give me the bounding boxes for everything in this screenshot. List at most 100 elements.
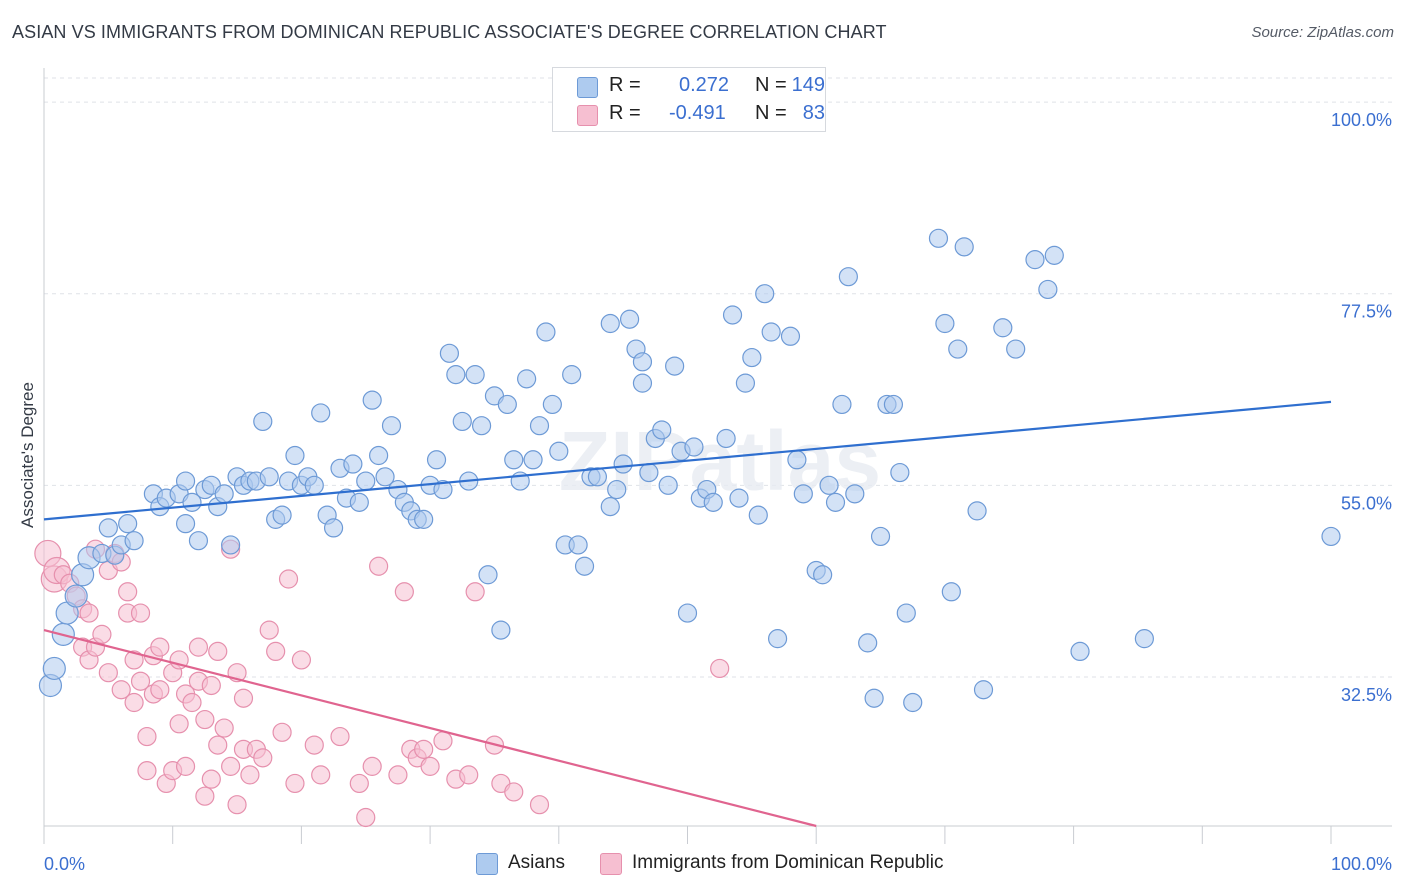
dominican-point <box>233 688 254 708</box>
dominican-point <box>529 795 550 815</box>
asian-point <box>722 305 743 325</box>
dominican-point <box>504 782 524 802</box>
asian-point <box>124 531 144 551</box>
dominican-legend-swatch <box>600 853 622 875</box>
dominican-point <box>150 637 170 657</box>
asian-point <box>574 556 595 576</box>
asian-point <box>98 518 118 538</box>
asian-point <box>497 394 517 415</box>
asian-point <box>819 475 839 495</box>
dominican-point <box>111 680 131 700</box>
asians-legend-swatch <box>476 853 498 875</box>
asian-point <box>935 313 955 334</box>
dominican-point <box>130 671 151 691</box>
dominican-point <box>710 658 730 679</box>
asian-point <box>1038 279 1058 300</box>
asian-point <box>735 373 756 393</box>
asian-point <box>536 322 556 342</box>
asian-point <box>1025 250 1045 270</box>
asian-point <box>703 492 723 512</box>
asians-r-value: 0.272 <box>679 74 730 96</box>
dominican-point <box>188 637 209 657</box>
asian-point <box>748 505 768 525</box>
dominican-point <box>195 709 215 730</box>
asian-point <box>600 497 620 517</box>
dominican-n-value: 83 <box>802 102 825 124</box>
dominican-point <box>124 650 144 670</box>
asian-point <box>259 467 279 487</box>
asian-point <box>433 479 453 500</box>
dominican-point <box>266 641 286 662</box>
asian-point <box>323 518 344 538</box>
asian-point <box>414 509 434 529</box>
asian-point <box>272 505 292 525</box>
asian-point <box>780 326 801 346</box>
dominican-point <box>98 663 118 683</box>
dominican-point <box>92 624 112 644</box>
asian-point <box>369 445 389 466</box>
asian-point <box>813 565 833 585</box>
dominican-point <box>118 582 138 602</box>
asian-point <box>903 692 923 713</box>
asian-point <box>890 462 910 483</box>
asian-point <box>356 471 376 491</box>
trend-lines <box>43 400 1332 828</box>
asian-point <box>967 501 987 521</box>
asian-point <box>632 373 653 393</box>
asian-point <box>471 416 492 436</box>
x-tick-label-max: 100.0% <box>1331 854 1392 874</box>
asian-point <box>870 526 891 547</box>
asian-point <box>465 365 485 385</box>
dominican-point <box>420 756 440 776</box>
asian-point <box>517 369 537 389</box>
asian-point <box>549 441 569 461</box>
dominican-point <box>278 569 299 589</box>
asian-point <box>607 479 627 500</box>
asian-point <box>883 394 904 415</box>
dominican-point <box>388 765 408 785</box>
dominican-point <box>137 761 157 781</box>
dominican-point <box>259 620 279 640</box>
dominican-point <box>214 718 234 738</box>
r-label: R = <box>609 102 641 124</box>
asian-point <box>716 428 736 449</box>
asian-point <box>221 535 241 555</box>
y-axis-label: Associate's Degree <box>18 382 37 528</box>
dominican-point <box>465 582 485 602</box>
asian-point <box>446 365 466 385</box>
dominican-point <box>414 739 434 759</box>
x-tick-label-min: 0.0% <box>44 854 85 874</box>
n-label: N = <box>755 74 787 96</box>
asian-point <box>845 484 865 504</box>
asian-point <box>1070 641 1090 662</box>
dominican-point <box>124 692 144 713</box>
tick-labels: 32.5% 55.0% 77.5% 100.0% 0.0% 100.0% <box>44 110 1392 874</box>
dominican-point <box>137 726 157 747</box>
asian-point <box>973 680 994 700</box>
asian-point <box>426 450 447 470</box>
dominican-point <box>208 735 228 755</box>
dominican-point <box>227 795 247 815</box>
axes <box>43 68 1392 844</box>
asian-point <box>928 228 949 248</box>
asian-point <box>787 450 807 470</box>
asian-point <box>832 394 852 415</box>
asian-point <box>214 484 234 504</box>
dominican-point <box>195 786 215 806</box>
dominican-point <box>394 582 414 602</box>
correlation-legend: R = 0.272 N = 149 R = -0.491 N = 83 <box>552 67 826 132</box>
asian-point <box>993 318 1013 338</box>
asians-swatch <box>577 77 598 98</box>
asian-point <box>311 403 331 423</box>
dominican-swatch <box>577 105 598 126</box>
dominican-point <box>362 756 382 776</box>
asian-point <box>825 492 846 512</box>
dominican-point <box>240 765 260 785</box>
asian-point <box>349 492 369 512</box>
source-label: Source: ZipAtlas.com <box>1251 24 1394 41</box>
asian-point <box>542 394 562 415</box>
asian-point <box>948 339 968 359</box>
dominican-point <box>221 756 241 776</box>
asian-point <box>1321 526 1341 547</box>
